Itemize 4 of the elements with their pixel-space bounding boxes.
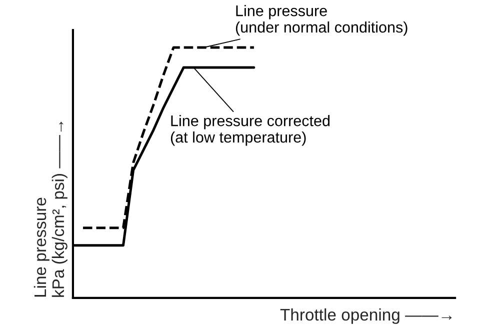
series-label: Line pressure (under normal conditions) [236, 5, 408, 36]
x-axis-title: Throttle opening ——→ [280, 308, 452, 324]
y-axis-title: Line pressure kPa (kg/cm², psi) ——→ [34, 122, 68, 297]
series-label: Line pressure corrected (at low temperature) [170, 115, 330, 146]
